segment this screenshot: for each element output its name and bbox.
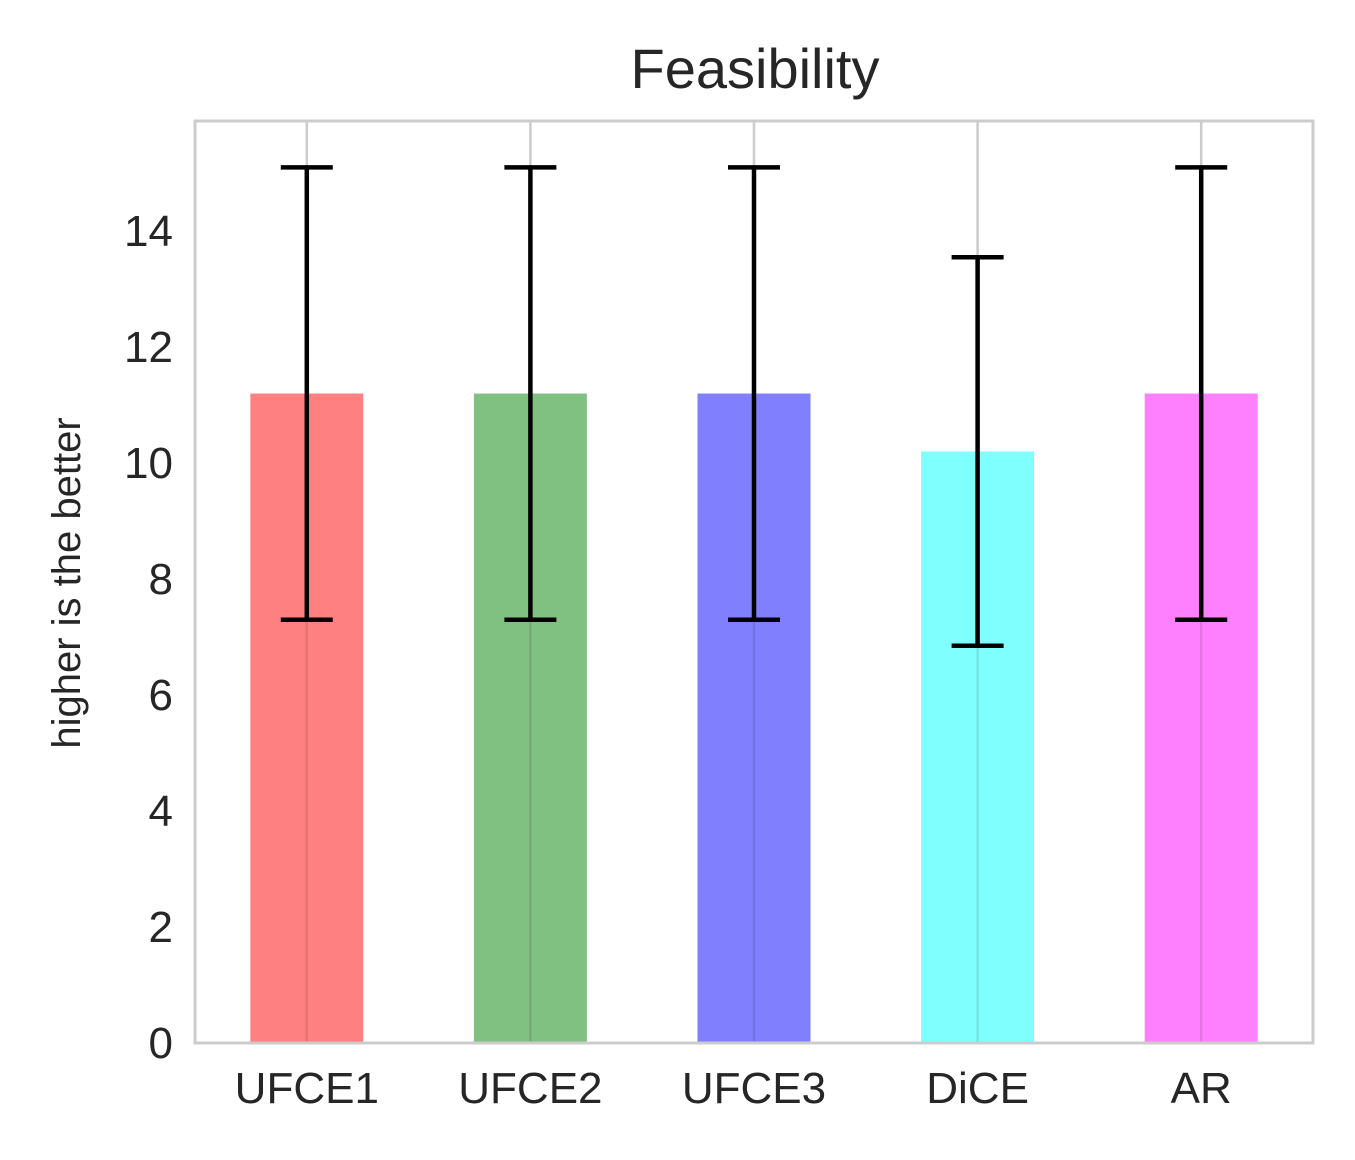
x-tick-label: UFCE2 [458,1064,602,1113]
error-bar-ufce3 [728,165,780,622]
y-tick-labels: 0 2 4 6 8 10 12 14 [124,207,173,1068]
x-tick-label: DiCE [926,1064,1029,1113]
x-tick-labels: UFCE1 UFCE2 UFCE3 DiCE AR [235,1064,1232,1113]
error-bar-ufce2 [504,165,557,622]
y-tick-label: 14 [124,207,173,256]
y-tick-label: 2 [149,903,173,952]
error-bars [280,165,1228,649]
error-bar-ufce1 [280,165,333,622]
y-axis-label: higher is the better [45,417,89,748]
y-tick-label: 4 [149,787,173,836]
plot-frame [193,119,1315,1045]
x-tick-label: AR [1171,1064,1232,1113]
chart-title: Feasibility [631,37,880,100]
y-tick-label: 0 [149,1019,173,1068]
x-tick-label: UFCE3 [682,1064,826,1113]
bars [250,393,1258,1043]
y-tick-label: 10 [124,439,173,488]
error-bar-ar [1175,165,1228,622]
error-bar-dice [951,255,1004,649]
y-tick-label: 8 [149,555,173,604]
y-tick-label: 12 [124,323,173,372]
x-tick-label: UFCE1 [235,1064,379,1113]
y-tick-label: 6 [149,671,173,720]
